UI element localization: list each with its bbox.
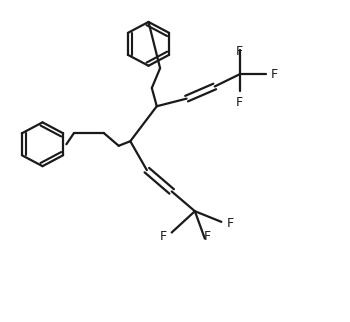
Text: F: F <box>271 68 278 81</box>
Text: F: F <box>236 96 243 109</box>
Text: F: F <box>204 230 211 242</box>
Text: F: F <box>226 217 233 230</box>
Text: F: F <box>236 45 243 58</box>
Text: F: F <box>160 230 167 243</box>
